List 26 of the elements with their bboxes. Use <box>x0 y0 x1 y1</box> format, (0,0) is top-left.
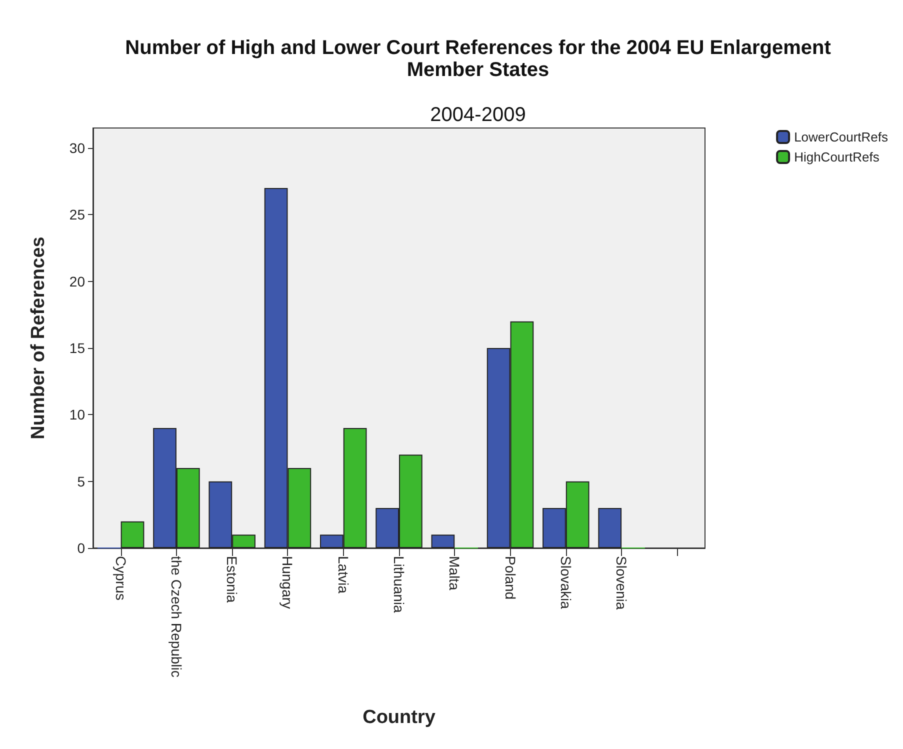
x-tick-label: Cyprus <box>112 556 129 600</box>
x-tick-label: the Czech Republic <box>168 556 184 678</box>
legend-label: HighCourtRefs <box>794 150 880 164</box>
y-tick-label: 25 <box>69 206 86 223</box>
y-tick-label: 10 <box>69 406 86 423</box>
bar <box>431 534 455 548</box>
x-tick-label: Poland <box>502 556 518 600</box>
x-tick-label: Slovakia <box>558 556 574 610</box>
x-axis-title: Country <box>362 707 436 728</box>
x-tick-label: Malta <box>446 556 463 590</box>
x-tick-label: Estonia <box>224 556 240 603</box>
chart-title: Number of High and Lower Court References for the 2004 EU Enlargement Member States <box>125 37 832 81</box>
chart-subtitle: 2004-2009 <box>430 104 526 126</box>
y-tick-label: 5 <box>77 473 86 490</box>
y-tick-label: 20 <box>69 273 86 290</box>
bar <box>598 508 622 548</box>
x-tick-label: Latvia <box>335 556 352 594</box>
y-tick-label: 0 <box>77 540 86 556</box>
legend-label: LowerCourtRefs <box>794 130 888 144</box>
y-axis-title: Number of References <box>28 236 49 440</box>
bar <box>120 521 144 548</box>
y-tick-label: 30 <box>69 140 86 156</box>
x-tick-label: Lithuania <box>391 556 407 614</box>
x-tick-label: Hungary <box>280 556 296 609</box>
x-tick-label: Slovenia <box>614 556 630 610</box>
y-tick-label: 15 <box>69 340 86 356</box>
